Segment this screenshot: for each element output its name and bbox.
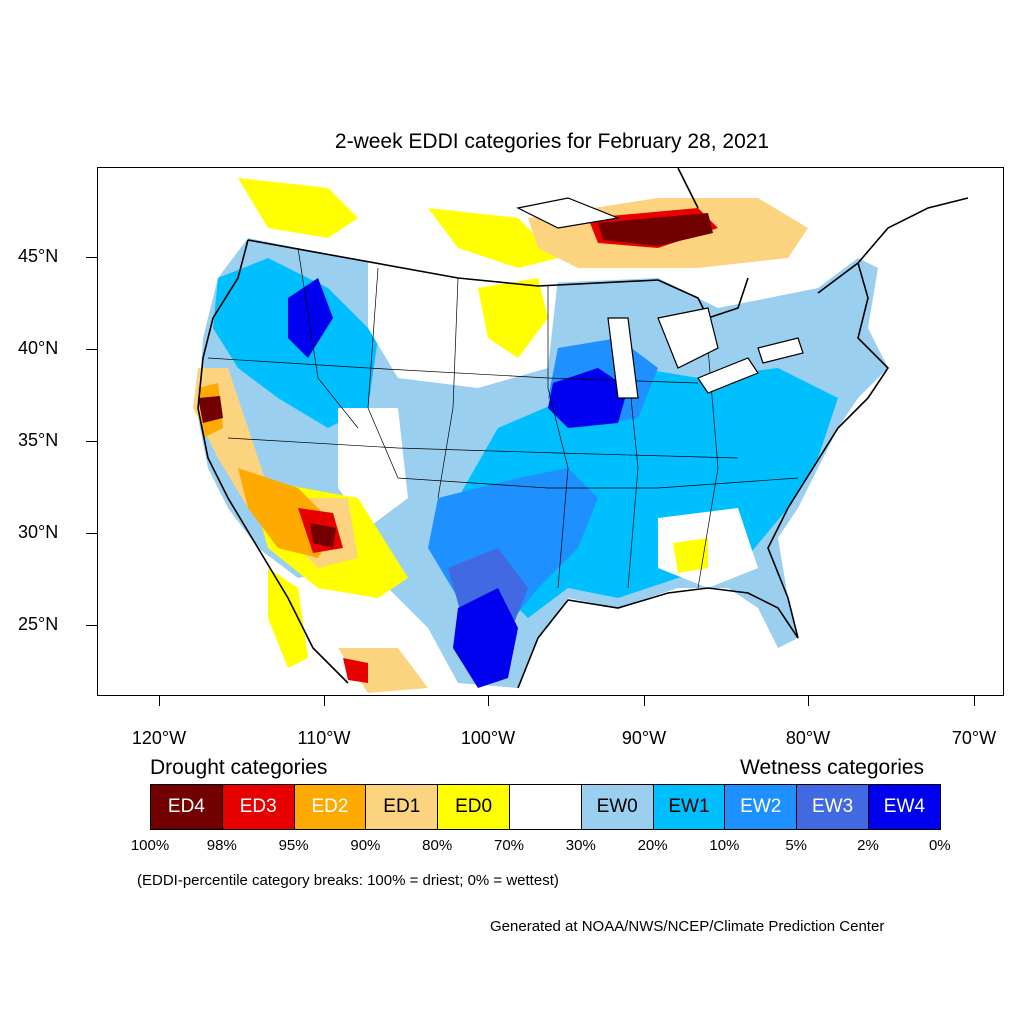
ed0-north — [238, 178, 358, 238]
percent-label: 80% — [422, 837, 453, 854]
percent-label: 98% — [206, 837, 237, 854]
map-canvas — [193, 168, 969, 693]
percent-label: 20% — [637, 837, 668, 854]
percent-label: 5% — [785, 837, 808, 854]
lon-tick — [974, 696, 975, 706]
ed0-baja — [268, 568, 308, 668]
lat-label-30: 30°N — [18, 522, 59, 542]
lat-tick — [86, 533, 97, 534]
percent-label: 2% — [857, 837, 879, 854]
legend-box: EW1 — [652, 784, 726, 830]
percent-label: 90% — [350, 837, 381, 854]
percent-label: 100% — [130, 837, 170, 854]
lat-label-35: 35°N — [18, 430, 59, 450]
great-lakes — [516, 197, 804, 399]
lon-tick — [488, 696, 489, 706]
wetness-heading: Wetness categories — [740, 756, 925, 779]
lon-tick — [808, 696, 809, 706]
lat-tick — [86, 257, 97, 258]
percent-label: 95% — [278, 837, 309, 854]
ed0-east — [673, 538, 708, 573]
percent-label: 0% — [928, 837, 951, 854]
lon-label-90w: 90°W — [621, 728, 667, 748]
drought-heading: Drought categories — [150, 756, 328, 779]
lat-label-25: 25°N — [18, 614, 59, 634]
ed4-arizona — [310, 523, 336, 548]
legend-box: EW2 — [724, 784, 798, 830]
legend-box: EW3 — [796, 784, 869, 830]
ed0-canada — [428, 208, 558, 268]
lat-label-40: 40°N — [18, 338, 59, 358]
legend-box: ED3 — [221, 784, 295, 830]
legend-box: ED0 — [437, 784, 510, 830]
ed4-canada — [598, 213, 713, 246]
category-note: (EDDI-percentile category breaks: 100% =… — [137, 872, 559, 889]
legend-box: EW0 — [580, 784, 654, 830]
ew4-region-idaho — [288, 278, 333, 358]
legend-box: ED4 — [150, 784, 223, 830]
percent-label: 30% — [565, 837, 596, 854]
percent-label: 70% — [493, 837, 525, 854]
map-title: 2-week EDDI categories for February 28, … — [334, 130, 770, 153]
lon-label-110w: 110°W — [297, 728, 351, 748]
lon-tick — [159, 696, 160, 706]
legend-box: EW4 — [867, 784, 941, 830]
lon-label-70w: 70°W — [951, 728, 997, 748]
lat-tick — [86, 349, 97, 350]
ed3-sonora — [343, 658, 368, 683]
percent-label: 10% — [709, 837, 740, 854]
lat-label-45: 45°N — [18, 246, 59, 266]
legend-colorbar: ED4 ED3 ED2 ED1 ED0 EW0 EW1 EW2 EW3 EW4 — [150, 784, 941, 830]
ew4-region-iowa — [548, 368, 628, 428]
ew4-region-texas — [453, 588, 518, 688]
lon-tick — [324, 696, 325, 706]
lat-tick — [86, 625, 97, 626]
legend-box — [508, 784, 582, 830]
coastlines — [197, 168, 969, 689]
lon-label-120w: 120°W — [131, 728, 187, 748]
lon-tick — [644, 696, 645, 706]
ed0-dakota — [478, 278, 548, 358]
lon-label-100w: 100°W — [460, 728, 516, 748]
ed4-california — [198, 396, 223, 423]
legend-box: ED2 — [293, 784, 367, 830]
credit-line: Generated at NOAA/NWS/NCEP/Climate Predi… — [490, 918, 885, 935]
eddi-map — [97, 167, 1004, 696]
legend-box: ED1 — [365, 784, 439, 830]
lat-tick — [86, 441, 97, 442]
lon-label-80w: 80°W — [785, 728, 831, 748]
